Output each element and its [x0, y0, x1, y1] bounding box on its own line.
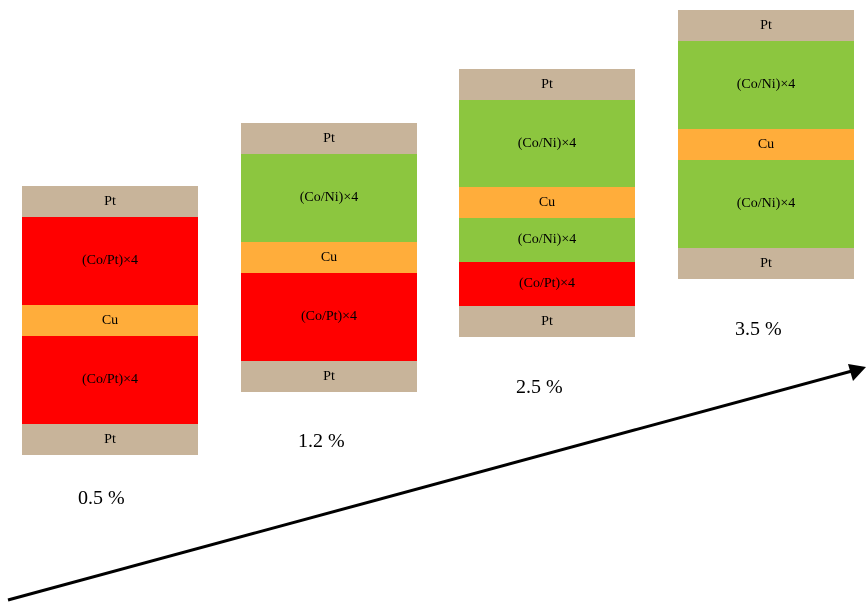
- trend-arrow-line: [7, 369, 853, 602]
- layer-pt-top: Pt: [678, 10, 854, 41]
- layer-co-ni: (Co/Ni)×4: [241, 154, 417, 242]
- trend-arrow-head: [848, 364, 866, 381]
- layer-cu: Cu: [241, 242, 417, 273]
- layer-co-ni-upper: (Co/Ni)×4: [459, 100, 635, 187]
- layer-pt-bottom: Pt: [22, 424, 198, 455]
- layer-pt-top: Pt: [459, 69, 635, 100]
- percent-label-2: 1.2 %: [298, 430, 345, 452]
- layer-pt-bottom: Pt: [678, 248, 854, 279]
- percent-label-3: 2.5 %: [516, 376, 563, 398]
- layer-co-pt-lower: (Co/Pt)×4: [22, 336, 198, 424]
- layer-pt-bottom: Pt: [241, 361, 417, 392]
- layer-cu: Cu: [22, 305, 198, 336]
- layer-pt-bottom: Pt: [459, 306, 635, 337]
- layer-co-ni-upper: (Co/Ni)×4: [678, 41, 854, 129]
- layer-pt-top: Pt: [241, 123, 417, 154]
- percent-label-4: 3.5 %: [735, 318, 782, 340]
- layer-cu: Cu: [459, 187, 635, 218]
- layer-cu: Cu: [678, 129, 854, 160]
- layer-co-pt: (Co/Pt)×4: [241, 273, 417, 361]
- layer-co-pt-upper: (Co/Pt)×4: [22, 217, 198, 305]
- layer-co-ni-lower: (Co/Ni)×4: [678, 160, 854, 248]
- layer-pt-top: Pt: [22, 186, 198, 217]
- layer-co-ni-lower: (Co/Ni)×4: [459, 218, 635, 262]
- stack-2: Pt (Co/Ni)×4 Cu (Co/Pt)×4 Pt: [241, 123, 417, 392]
- stack-1: Pt (Co/Pt)×4 Cu (Co/Pt)×4 Pt: [22, 186, 198, 455]
- stack-4: Pt (Co/Ni)×4 Cu (Co/Ni)×4 Pt: [678, 10, 854, 279]
- stack-3: Pt (Co/Ni)×4 Cu (Co/Ni)×4 (Co/Pt)×4 Pt: [459, 69, 635, 337]
- percent-label-1: 0.5 %: [78, 487, 125, 509]
- layer-co-pt: (Co/Pt)×4: [459, 262, 635, 306]
